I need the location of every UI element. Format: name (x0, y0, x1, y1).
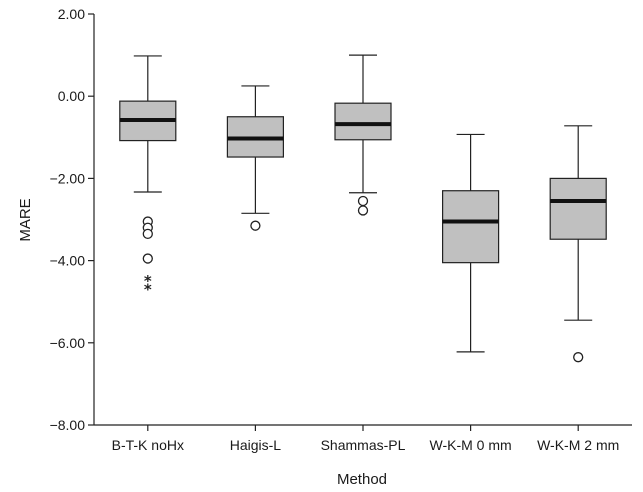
outlier-point (573, 352, 584, 363)
extreme-point: * (144, 280, 152, 298)
x-tick-label: W-K-M 2 mm (537, 437, 619, 453)
box-group: ** (119, 55, 177, 298)
outlier-point (142, 253, 153, 264)
y-tick-label: 0.00 (58, 88, 85, 104)
outlier-point (357, 195, 369, 207)
x-tick-label: Haigis-L (230, 437, 282, 453)
box-group (226, 85, 284, 231)
x-tick-label: B-T-K noHx (112, 437, 184, 453)
y-tick-label: −4.00 (50, 253, 86, 269)
extreme-point: * (144, 272, 152, 290)
x-tick-label: W-K-M 0 mm (430, 437, 512, 453)
y-axis: 2.00 0.00 −2.00 −4.00 −6.00 −8.00 (50, 6, 95, 433)
box-iqr (442, 190, 500, 264)
y-tick-label: 2.00 (58, 6, 85, 22)
y-axis-title: MARE (17, 198, 34, 241)
x-axis: B-T-K noHx Haigis-L Shammas-PL W-K-M 0 mm W-… (94, 424, 632, 453)
outlier-point (357, 205, 369, 216)
outlier-point (142, 228, 153, 240)
box-iqr (549, 177, 607, 240)
y-tick-label: −8.00 (50, 417, 86, 433)
y-tick-label: −6.00 (50, 335, 86, 351)
x-tick-label: Shammas-PL (321, 437, 406, 453)
x-axis-title: Method (337, 471, 387, 488)
box-iqr (334, 102, 392, 141)
boxes: ** (119, 54, 607, 363)
box-group (334, 54, 392, 216)
y-tick-label: −2.00 (50, 170, 86, 186)
box-group (442, 133, 500, 353)
box-group (549, 125, 607, 363)
outlier-point (250, 220, 261, 231)
